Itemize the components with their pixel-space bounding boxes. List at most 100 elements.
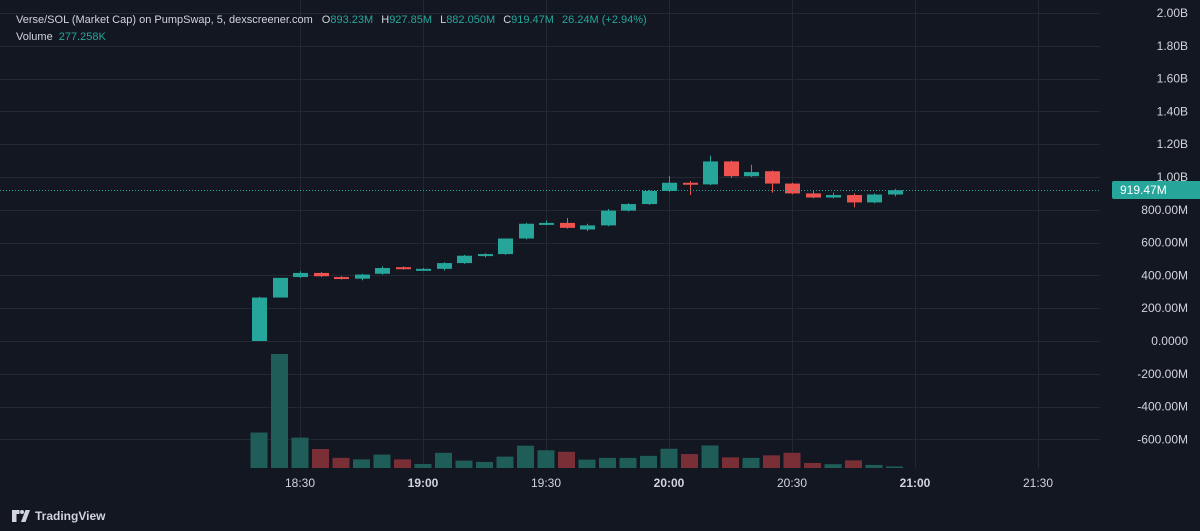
- volume-bar: [435, 452, 452, 468]
- volume-bars: [250, 354, 903, 468]
- time-tick-label: 20:00: [654, 476, 685, 490]
- candle-body: [580, 225, 595, 230]
- candle-body: [642, 190, 657, 205]
- low-key: L: [440, 14, 447, 26]
- candle-body: [498, 238, 513, 255]
- candle-body: [314, 272, 329, 277]
- tradingview-logo[interactable]: TradingView: [12, 508, 105, 524]
- candle-body: [785, 183, 800, 194]
- high-key: H: [381, 14, 390, 26]
- candle-body: [539, 222, 554, 225]
- candle-body: [744, 172, 759, 177]
- volume-bar: [824, 464, 842, 468]
- candle-body: [826, 195, 841, 198]
- candle-body: [334, 277, 349, 280]
- price-axis[interactable]: 2.00B 1.80B 1.60B 1.40B 1.20B 1.00B 800.00M 600…: [1100, 0, 1200, 501]
- price-tick-label: 600.00M: [1141, 236, 1188, 250]
- price-tick-label: 800.00M: [1141, 203, 1188, 217]
- price-tick-label: 1.40B: [1157, 104, 1188, 118]
- price-tick-label: -200.00M: [1137, 367, 1188, 381]
- time-tick-label: 19:30: [531, 476, 561, 490]
- candle-body: [621, 204, 636, 211]
- volume-bar: [414, 463, 432, 468]
- tradingview-icon: [12, 510, 30, 522]
- volume-bar: [353, 459, 370, 468]
- last-price-badge: 919.47M: [1112, 181, 1200, 199]
- grid-lines: [0, 0, 1100, 468]
- candle-body: [683, 182, 698, 185]
- volume-label[interactable]: Volume: [16, 31, 53, 43]
- price-tick-label: -400.00M: [1137, 400, 1188, 414]
- candle-body: [457, 255, 472, 264]
- volume-bar: [619, 457, 637, 468]
- volume-value: 277.258K: [58, 31, 106, 43]
- change-value: 26.24M (+2.94%): [562, 14, 647, 26]
- price-tick-label: -600.00M: [1137, 432, 1188, 446]
- volume-bar: [271, 354, 288, 468]
- price-axis-bg: [1100, 0, 1200, 501]
- candle-body: [847, 195, 862, 203]
- open-key: O: [321, 14, 331, 26]
- volume-bar: [783, 452, 801, 468]
- volume-bar: [537, 450, 555, 468]
- low-value: 882.050M: [446, 14, 496, 26]
- symbol-title[interactable]: Verse/SOL (Market Cap) on PumpSwap, 5, d…: [16, 14, 313, 26]
- legend-ohlc-row: Verse/SOL (Market Cap) on PumpSwap, 5, d…: [16, 12, 652, 29]
- time-axis[interactable]: 18:30 19:00 19:30 20:00 20:30 21:00 21:30: [0, 468, 1200, 501]
- price-tick-label: 1.80B: [1157, 39, 1188, 53]
- price-tick-label: 1.00B: [1157, 170, 1188, 184]
- candle-body: [252, 297, 267, 341]
- high-value: 927.85M: [389, 14, 432, 26]
- footer: TradingView: [0, 501, 1200, 531]
- volume-bar: [558, 451, 575, 468]
- volume-bar: [476, 461, 493, 468]
- time-tick-label: 21:30: [1023, 476, 1053, 490]
- chart-legend: Verse/SOL (Market Cap) on PumpSwap, 5, d…: [16, 12, 652, 46]
- volume-bar: [845, 460, 862, 468]
- legend-volume-row: Volume 277.258K: [16, 29, 652, 46]
- volume-bar: [373, 454, 391, 468]
- candle-body: [396, 267, 411, 270]
- volume-bar: [701, 445, 719, 468]
- time-tick-label: 21:00: [900, 476, 931, 490]
- candle-body: [888, 190, 903, 195]
- tradingview-brand: TradingView: [35, 509, 106, 523]
- volume-bar: [886, 466, 903, 468]
- candle-body: [293, 272, 308, 278]
- volume-bar: [578, 459, 596, 468]
- volume-bar: [394, 459, 411, 468]
- volume-bar: [722, 457, 739, 468]
- volume-bar: [763, 455, 780, 468]
- candle-body: [601, 210, 616, 226]
- volume-bar: [865, 464, 883, 468]
- volume-bar: [640, 455, 657, 468]
- volume-bar: [250, 432, 268, 468]
- volume-bar: [332, 457, 350, 468]
- candle-body: [724, 161, 739, 177]
- volume-bar: [804, 462, 821, 468]
- time-tick-label: 20:30: [777, 476, 807, 490]
- volume-bar: [496, 456, 514, 468]
- candle-body: [437, 263, 452, 269]
- volume-bar: [312, 449, 329, 468]
- time-tick-label: 18:30: [285, 476, 315, 490]
- volume-bar: [681, 454, 698, 468]
- price-tick-label: 1.60B: [1157, 72, 1188, 86]
- candle-body: [375, 268, 390, 274]
- time-axis-bg: [0, 468, 1200, 501]
- close-value: 919.47M: [511, 14, 554, 26]
- volume-bar: [517, 445, 534, 468]
- time-tick-label: 19:00: [408, 476, 439, 490]
- candle-body: [355, 274, 370, 279]
- volume-bar: [455, 460, 473, 468]
- volume-bar: [742, 457, 760, 468]
- volume-bar: [291, 437, 309, 468]
- candle-body: [560, 222, 575, 228]
- price-tick-label: 1.20B: [1157, 137, 1188, 151]
- candle-body: [519, 223, 534, 239]
- candle-body: [867, 194, 882, 203]
- volume-bar: [660, 448, 678, 468]
- close-key: C: [503, 14, 512, 26]
